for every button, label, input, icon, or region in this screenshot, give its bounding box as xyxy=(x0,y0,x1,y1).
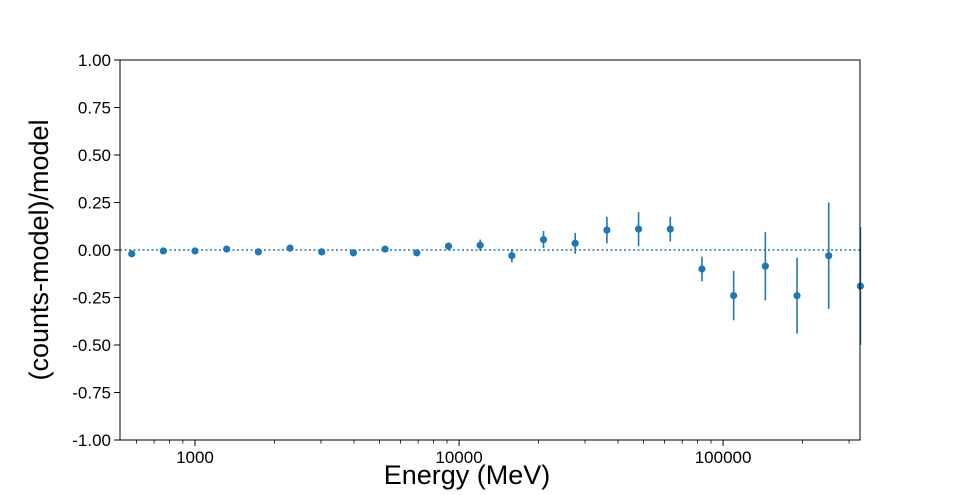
data-point xyxy=(571,239,579,247)
data-point xyxy=(349,249,358,257)
y-tick-label: -1.00 xyxy=(72,431,111,450)
data-point xyxy=(666,225,674,233)
data-point xyxy=(698,265,706,273)
data-point xyxy=(508,252,516,260)
y-tick-label: -0.75 xyxy=(72,384,111,403)
data-point xyxy=(286,244,294,252)
data-point xyxy=(603,226,611,234)
data-point xyxy=(381,245,389,253)
data-point xyxy=(730,292,738,300)
data-point xyxy=(413,249,421,257)
data-point xyxy=(191,247,199,255)
x-axis-label: Energy (MeV) xyxy=(384,460,551,490)
data-point xyxy=(318,248,326,256)
plot-frame xyxy=(119,59,861,441)
data-point xyxy=(634,225,643,233)
y-tick-label: 0.25 xyxy=(78,194,111,213)
y-tick-label: 1.00 xyxy=(78,51,111,70)
y-tick-label: 0.00 xyxy=(78,241,111,260)
y-tick-label: 0.75 xyxy=(78,99,111,118)
data-point xyxy=(223,245,231,253)
data-point xyxy=(539,235,548,244)
data-point xyxy=(159,247,167,255)
data-point xyxy=(793,292,801,300)
y-tick-label: -0.25 xyxy=(72,289,111,308)
y-tick-label: 0.50 xyxy=(78,146,111,165)
data-point xyxy=(761,262,769,270)
x-tick-label: 100000 xyxy=(695,448,752,467)
data-point xyxy=(444,242,453,250)
y-tick-label: -0.50 xyxy=(72,336,111,355)
x-tick-label: 10000 xyxy=(435,448,482,467)
data-point xyxy=(825,252,833,260)
data-point xyxy=(128,250,136,258)
y-axis-label: (counts-model)/model xyxy=(24,119,54,380)
x-tick-label: 1000 xyxy=(176,448,214,467)
data-point xyxy=(476,241,484,249)
data-point xyxy=(254,248,262,256)
